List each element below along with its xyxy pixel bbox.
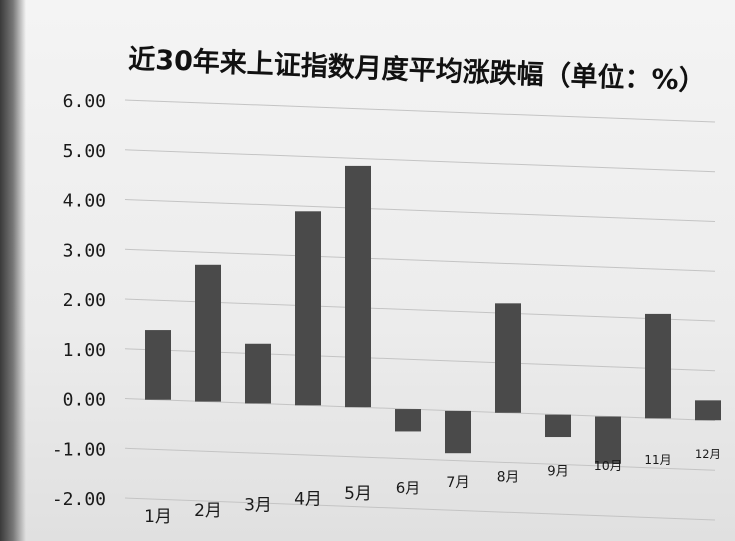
gridline [124, 298, 716, 322]
x-tick-label: 5月 [344, 484, 372, 504]
chart-title: 近30年来上证指数月度平均涨跌幅（单位：%） [128, 43, 706, 97]
x-tick-label: 2月 [194, 501, 222, 521]
x-tick-label: 8月 [497, 469, 520, 485]
bar-5 [345, 165, 371, 408]
gridline [124, 348, 716, 372]
y-tick-label: 2.00 [63, 290, 106, 311]
bar-4 [295, 211, 321, 406]
bar-12 [695, 400, 721, 421]
gridline [124, 447, 716, 471]
x-tick-label: 10月 [594, 458, 623, 473]
bar-2 [195, 264, 221, 402]
y-tick-label: 1.00 [63, 340, 106, 361]
bar-1 [145, 330, 171, 400]
gridline [124, 199, 716, 222]
x-tick-label: 4月 [294, 490, 322, 510]
bars [145, 165, 721, 464]
bar-6 [395, 409, 421, 432]
x-tick-label: 3月 [244, 495, 272, 515]
x-axis-labels: 1月 2月 3月 4月 5月 6月 7月 8月 9月 10月 11月 12月 [144, 447, 721, 527]
y-tick-label: -2.00 [52, 489, 106, 510]
gridline [124, 497, 716, 521]
y-tick-label: 4.00 [63, 191, 106, 212]
x-tick-label: 9月 [547, 465, 569, 480]
x-tick-label: 12月 [695, 447, 721, 461]
gridline [124, 248, 716, 272]
bar-10 [595, 416, 621, 464]
y-tick-label: 5.00 [63, 141, 106, 162]
x-tick-label: 7月 [446, 475, 470, 491]
bar-7 [445, 410, 471, 454]
x-tick-label: 6月 [396, 479, 421, 497]
page-edge-shadow [0, 0, 26, 541]
bar-3 [245, 343, 271, 404]
gridline [124, 99, 716, 123]
y-tick-label: 6.00 [63, 91, 106, 112]
y-tick-label: -1.00 [52, 439, 106, 460]
y-tick-label: 0.00 [63, 390, 106, 411]
y-axis-ticks: 6.00 5.00 4.00 3.00 2.00 1.00 0.00 -1.00 -2.00 [52, 91, 106, 510]
gridline [124, 149, 716, 173]
x-tick-label: 1月 [144, 507, 172, 527]
x-tick-label: 11月 [644, 453, 671, 467]
bar-9 [545, 414, 571, 438]
y-tick-label: 3.00 [63, 240, 106, 261]
bar-11 [645, 313, 671, 419]
bar-8 [495, 303, 521, 413]
